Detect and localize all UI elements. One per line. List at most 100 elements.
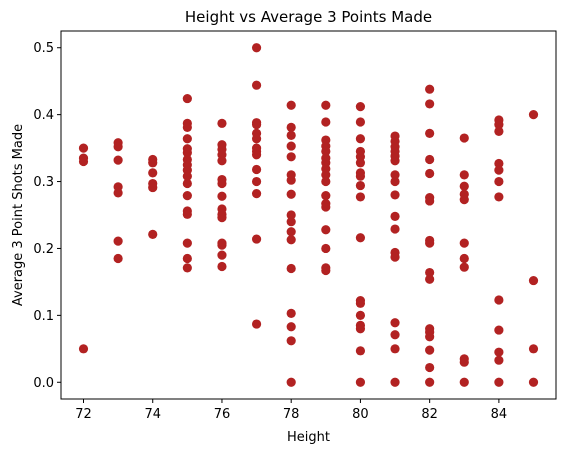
data-point: [182, 148, 192, 158]
data-point: [459, 181, 469, 191]
data-point: [251, 80, 262, 90]
data-point: [425, 238, 435, 248]
data-point: [425, 128, 435, 138]
data-point: [286, 175, 296, 185]
x-tick-label: 74: [144, 407, 161, 422]
data-point: [425, 362, 435, 373]
data-point: [78, 156, 89, 167]
data-point: [78, 344, 89, 354]
data-point: [390, 318, 400, 328]
data-point: [182, 253, 192, 264]
data-point: [182, 209, 192, 219]
data-point: [459, 262, 469, 272]
y-tick-label: 0.0: [33, 376, 54, 391]
data-point: [528, 275, 539, 286]
data-point: [390, 190, 400, 200]
data-point: [355, 192, 366, 202]
x-axis-ticks: 72 74 76 78 80 82 84: [75, 399, 507, 422]
data-point: [390, 252, 400, 262]
y-tick-label: 0.1: [33, 309, 54, 324]
data-point: [494, 176, 504, 187]
data-point: [217, 118, 227, 128]
data-point: [321, 117, 331, 127]
data-point: [321, 100, 331, 110]
data-point: [251, 234, 262, 244]
data-point: [425, 84, 435, 94]
y-tick-label: 0.4: [33, 108, 54, 123]
data-point: [286, 263, 296, 274]
data-point: [251, 120, 262, 130]
data-point: [286, 235, 296, 245]
data-point: [390, 176, 400, 187]
y-axis-label: Average 3 Point Shots Made: [11, 124, 26, 306]
data-point: [217, 261, 227, 272]
data-point: [425, 267, 435, 278]
data-point: [425, 168, 435, 179]
data-point: [390, 156, 400, 166]
data-point: [182, 171, 192, 181]
data-point: [459, 170, 469, 180]
data-point: [251, 134, 262, 144]
data-point: [78, 143, 89, 153]
data-point: [113, 188, 123, 198]
data-point: [528, 110, 539, 120]
data-point: [182, 238, 192, 248]
data-point: [182, 134, 192, 144]
data-point: [425, 274, 435, 284]
data-point: [321, 170, 331, 180]
data-point: [494, 377, 504, 387]
data-point: [390, 330, 400, 340]
data-point: [321, 146, 331, 157]
data-point: [113, 155, 123, 165]
data-point: [355, 102, 366, 112]
data-point: [390, 377, 400, 387]
data-point: [148, 229, 158, 240]
data-point: [217, 250, 227, 260]
data-point: [425, 154, 435, 165]
data-point: [459, 253, 469, 264]
data-point: [355, 180, 366, 191]
data-point: [355, 346, 366, 356]
data-point: [148, 168, 158, 178]
data-point: [321, 176, 331, 187]
data-point: [182, 190, 192, 201]
data-point: [459, 357, 469, 367]
data-point: [148, 182, 158, 193]
data-point: [217, 213, 227, 223]
data-point: [217, 191, 227, 201]
x-tick-label: 82: [421, 407, 438, 422]
data-point: [355, 158, 366, 168]
data-point: [286, 217, 296, 227]
data-point: [355, 298, 366, 308]
data-point: [528, 377, 539, 387]
data-point: [321, 265, 331, 276]
data-point: [494, 126, 504, 136]
data-point: [494, 165, 504, 175]
data-point: [148, 158, 158, 168]
data-point: [390, 170, 400, 180]
data-point: [494, 120, 504, 130]
data-point: [286, 122, 296, 132]
data-point: [494, 325, 504, 335]
data-point: [217, 240, 227, 250]
data-point: [286, 210, 296, 220]
x-tick-label: 76: [214, 407, 231, 422]
data-point: [251, 164, 262, 175]
data-point: [528, 344, 539, 354]
data-point: [459, 133, 469, 143]
data-point: [355, 324, 366, 334]
x-tick-label: 78: [283, 407, 300, 422]
data-point: [494, 355, 504, 365]
y-tick-label: 0.3: [33, 175, 54, 190]
data-point: [390, 211, 400, 221]
data-point: [217, 178, 227, 189]
x-tick-label: 72: [75, 407, 92, 422]
data-point: [286, 141, 296, 151]
data-point: [251, 43, 262, 53]
data-point: [355, 233, 366, 243]
data-point: [286, 322, 296, 332]
data-point: [355, 171, 366, 181]
data-point: [494, 347, 504, 357]
data-point: [182, 122, 192, 132]
